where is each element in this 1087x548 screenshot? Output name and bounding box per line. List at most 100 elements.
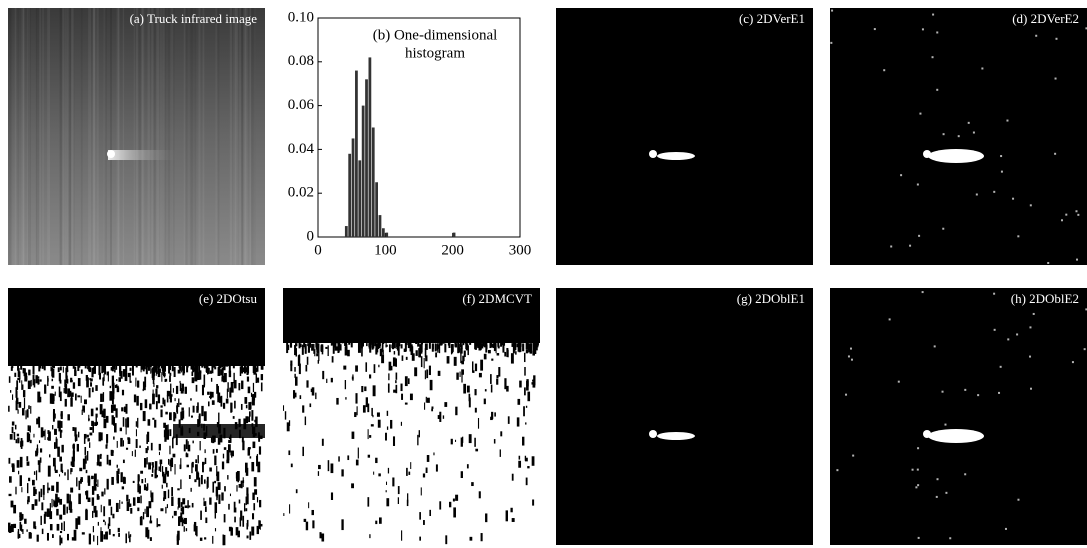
speckle <box>214 366 217 370</box>
speckle <box>425 396 427 403</box>
speckle <box>204 479 206 484</box>
speckle <box>505 510 508 522</box>
speckle <box>525 405 528 408</box>
speckle <box>235 507 237 513</box>
speckle <box>151 367 154 373</box>
speckle <box>301 344 304 355</box>
speckle <box>106 439 108 447</box>
speckle <box>22 529 24 535</box>
noise <box>1032 312 1035 315</box>
speckle <box>214 528 217 532</box>
speckle <box>166 429 170 440</box>
speckle <box>437 415 441 419</box>
speckle <box>18 533 21 538</box>
speckle <box>258 434 261 442</box>
speckle <box>155 370 158 375</box>
stripe <box>118 8 120 265</box>
speckle <box>292 390 296 399</box>
speckle <box>195 459 198 464</box>
speckle <box>195 464 198 472</box>
speckle <box>365 362 368 372</box>
speckle <box>524 366 526 376</box>
speckle <box>419 536 421 541</box>
speckle <box>145 486 148 491</box>
speckle <box>501 338 504 346</box>
speckle <box>131 365 134 376</box>
speckle <box>234 516 236 523</box>
speckle <box>385 432 387 441</box>
speckle <box>96 462 100 466</box>
speckle <box>57 446 60 457</box>
speckle <box>87 438 90 442</box>
noise <box>1007 338 1010 341</box>
speckle <box>424 402 426 410</box>
speckle <box>120 437 123 447</box>
speckle <box>70 487 74 493</box>
stripe <box>184 8 188 265</box>
speckle <box>67 388 71 398</box>
speckle <box>71 456 75 467</box>
speckle <box>21 487 23 493</box>
speckle <box>302 405 305 413</box>
speckle <box>121 486 125 490</box>
speckle <box>434 343 437 352</box>
image <box>830 288 1087 545</box>
speckle <box>12 394 14 400</box>
speckle <box>47 430 50 434</box>
speckle <box>514 338 517 343</box>
speckle <box>169 395 172 403</box>
bar <box>381 228 385 237</box>
stripe <box>183 8 186 265</box>
speckle <box>423 520 425 525</box>
speckle <box>390 419 393 429</box>
speckle <box>111 476 114 485</box>
speckle <box>283 513 285 516</box>
speckle <box>203 360 206 367</box>
speckle <box>112 416 116 426</box>
speckle <box>244 462 248 473</box>
speckle <box>156 385 159 389</box>
speckle <box>214 455 217 466</box>
speckle <box>370 424 374 427</box>
speckle <box>161 484 163 489</box>
speckle <box>75 393 77 401</box>
target <box>649 430 657 438</box>
speckle <box>494 338 497 348</box>
speckle <box>49 454 51 458</box>
speckle <box>245 404 248 409</box>
speckle <box>392 436 396 446</box>
speckle <box>147 431 150 443</box>
speckle <box>536 341 539 348</box>
speckle <box>125 533 128 544</box>
speckle <box>201 384 205 396</box>
bar <box>378 215 382 237</box>
speckle <box>200 474 203 485</box>
speckle <box>216 493 218 501</box>
speckle <box>115 502 119 513</box>
speckle <box>232 416 235 419</box>
speckle <box>236 470 240 481</box>
speckle <box>83 399 87 405</box>
speckle <box>260 523 263 527</box>
speckle <box>152 393 155 405</box>
noise <box>918 234 921 237</box>
stripe <box>138 8 141 265</box>
speckle <box>187 505 191 508</box>
speckle <box>254 489 258 495</box>
speckle <box>172 437 174 449</box>
stripe <box>27 8 30 265</box>
stripe <box>96 8 99 265</box>
speckle <box>129 534 132 537</box>
speckle <box>12 466 15 471</box>
speckle <box>221 367 224 379</box>
speckle <box>454 342 457 347</box>
speckle <box>523 406 525 417</box>
speckle <box>242 515 245 527</box>
speckle <box>20 514 24 520</box>
speckle <box>80 395 82 403</box>
speckle <box>459 339 462 346</box>
speckle <box>325 346 328 349</box>
speckle <box>480 533 483 542</box>
noise <box>933 345 936 348</box>
noise <box>1000 170 1003 173</box>
